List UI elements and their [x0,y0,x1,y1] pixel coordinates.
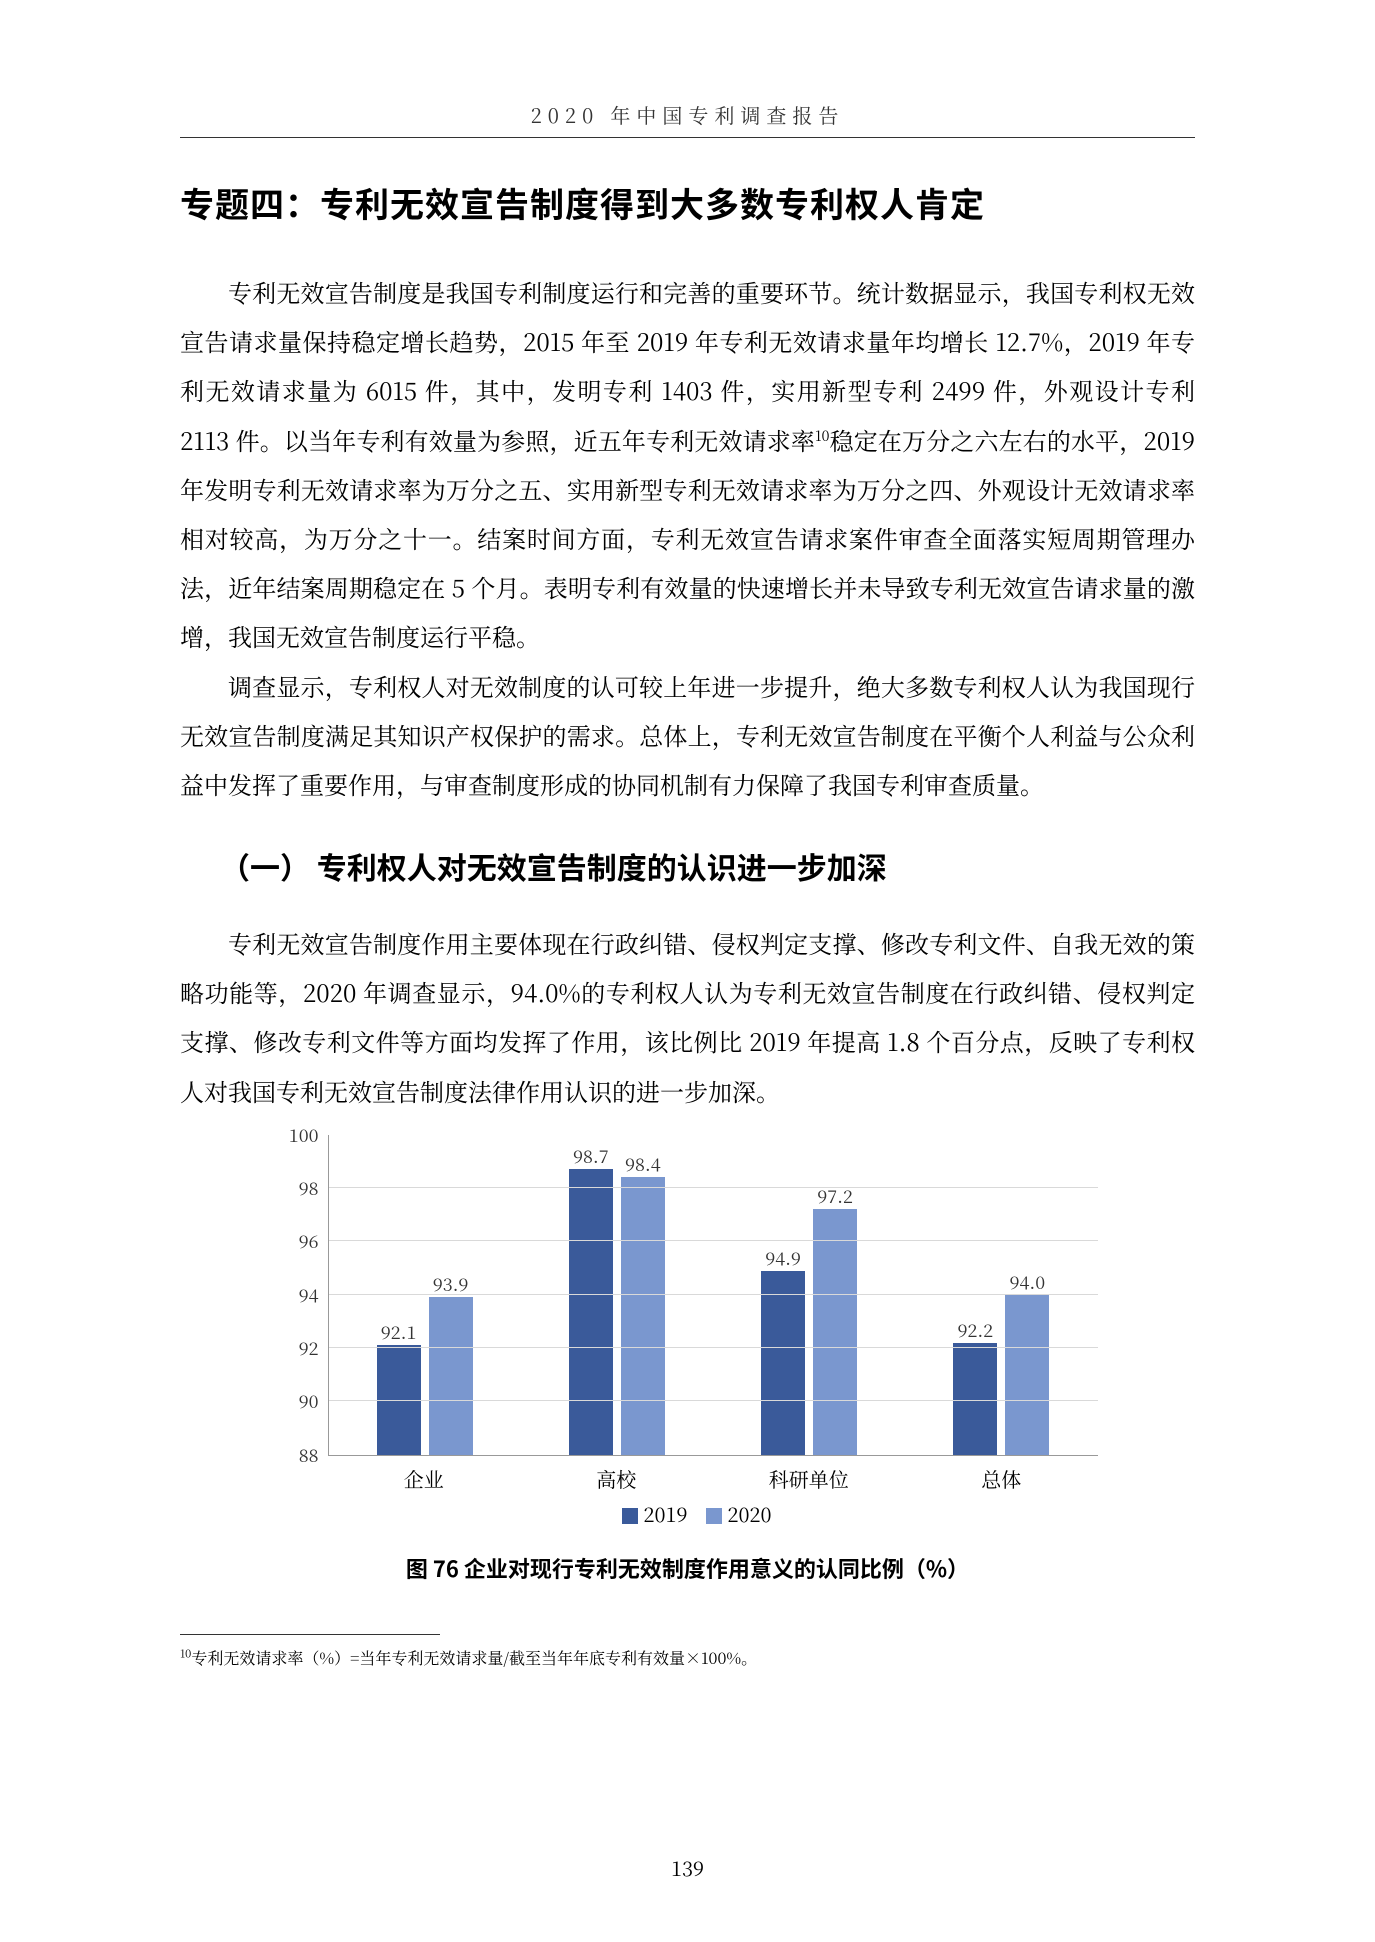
footnote-text: 专利无效请求率（%）=当年专利无效请求量/截至当年年底专利有效量×100%。 [191,1646,757,1669]
y-tick-label: 98 [274,1175,319,1201]
x-tick-label: 总体 [917,1464,1086,1493]
bar-value-label: 98.4 [625,1151,661,1177]
bar-chart: 92.193.998.798.494.997.292.294.0 8890929… [278,1135,1098,1528]
bar-groups: 92.193.998.798.494.997.292.294.0 [329,1135,1098,1455]
gridline [329,1347,1098,1348]
x-tick-label: 企业 [339,1464,508,1493]
plot-area: 92.193.998.798.494.997.292.294.0 8890929… [328,1135,1098,1456]
bar: 92.2 [953,1343,997,1455]
paragraph-1: 专利无效宣告制度是我国专利制度运行和完善的重要环节。统计数据显示，我国专利权无效… [180,267,1195,661]
paragraph-2: 调查显示，专利权人对无效制度的认可较上年进一步提升，绝大多数专利权人认为我国现行… [180,661,1195,809]
legend-swatch [706,1508,722,1524]
bar-value-label: 92.2 [958,1317,994,1343]
bar: 94.9 [761,1271,805,1455]
gridline [329,1187,1098,1188]
bar-group: 98.798.4 [532,1169,701,1454]
page: 2020 年中国专利调查报告 专题四：专利无效宣告制度得到大多数专利权人肯定 专… [0,0,1375,1942]
chart-legend: 2019 2020 [278,1499,1098,1528]
gridline [329,1240,1098,1241]
bar: 94.0 [1005,1295,1049,1455]
bar-group: 92.1 93.9 [340,1297,509,1454]
footnote-rule [180,1634,440,1635]
legend-label: 2019 [644,1499,688,1528]
bar: 97.2 [813,1209,857,1454]
x-tick-label: 高校 [532,1464,701,1493]
section-subtitle: （一） 专利权人对无效宣告制度的认识进一步加深 [220,844,1195,888]
bar-value-label: 94.9 [765,1245,801,1271]
bar: 93.9 [429,1297,473,1454]
head-rule [180,137,1195,138]
y-tick-label: 90 [274,1388,319,1414]
y-tick-label: 96 [274,1228,319,1254]
paragraph-3: 专利无效宣告制度作用主要体现在行政纠错、侵权判定支撑、修改专利文件、自我无效的策… [180,918,1195,1115]
legend-swatch [622,1508,638,1524]
y-tick-label: 100 [274,1122,319,1148]
footnote-marker: 10 [180,1645,191,1661]
x-tick-label: 科研单位 [724,1464,893,1493]
bar-value-label: 94.0 [1010,1269,1046,1295]
gridline [329,1294,1098,1295]
bar: 98.7 [569,1169,613,1454]
page-number: 139 [0,1853,1375,1882]
bar-value-label: 92.1 [381,1319,417,1345]
running-head: 2020 年中国专利调查报告 [180,100,1195,129]
x-axis-labels: 企业高校科研单位总体 [328,1456,1098,1493]
bar-group: 92.294.0 [917,1295,1086,1455]
legend-label: 2020 [728,1499,772,1528]
gridline [329,1400,1098,1401]
bar-group: 94.997.2 [725,1209,894,1454]
y-tick-label: 94 [274,1282,319,1308]
footnote: 10专利无效请求率（%）=当年专利无效请求量/截至当年年底专利有效量×100%。 [180,1645,1195,1671]
figure-caption: 图 76 企业对现行专利无效制度作用意义的认同比例（%） [180,1552,1195,1584]
bar: 98.4 [621,1177,665,1454]
bar-value-label: 98.7 [573,1143,609,1169]
topic-title: 专题四：专利无效宣告制度得到大多数专利权人肯定 [180,178,1195,227]
y-tick-label: 92 [274,1335,319,1361]
footnote-ref-10: 10 [815,426,829,446]
y-tick-label: 88 [274,1442,319,1468]
